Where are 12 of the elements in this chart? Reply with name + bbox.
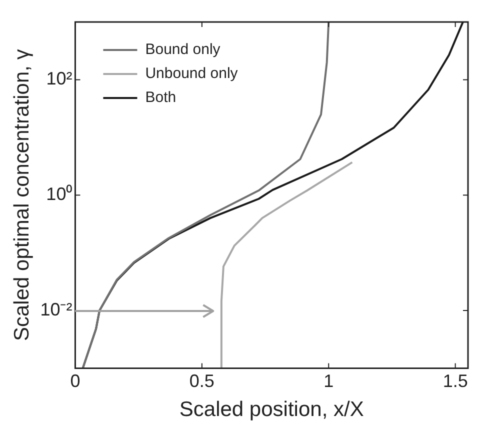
y-tick-label: 10⁻² [40,299,72,320]
y-tick-label: 10⁰ [46,184,72,204]
legend-label: Bound only [145,41,221,58]
legend-label: Unbound only [145,65,238,82]
x-tick-label: 0.5 [189,370,214,391]
y-tick-label: 10² [46,68,72,89]
legend-label: Both [145,89,176,106]
x-tick-label: 0 [70,370,80,391]
x-tick-label: 1.5 [442,370,468,391]
x-axis-title: Scaled position, x/X [179,398,364,422]
x-tick-label: 1 [324,370,334,391]
y-axis-title: Scaled optimal concentration, γ [10,48,34,342]
